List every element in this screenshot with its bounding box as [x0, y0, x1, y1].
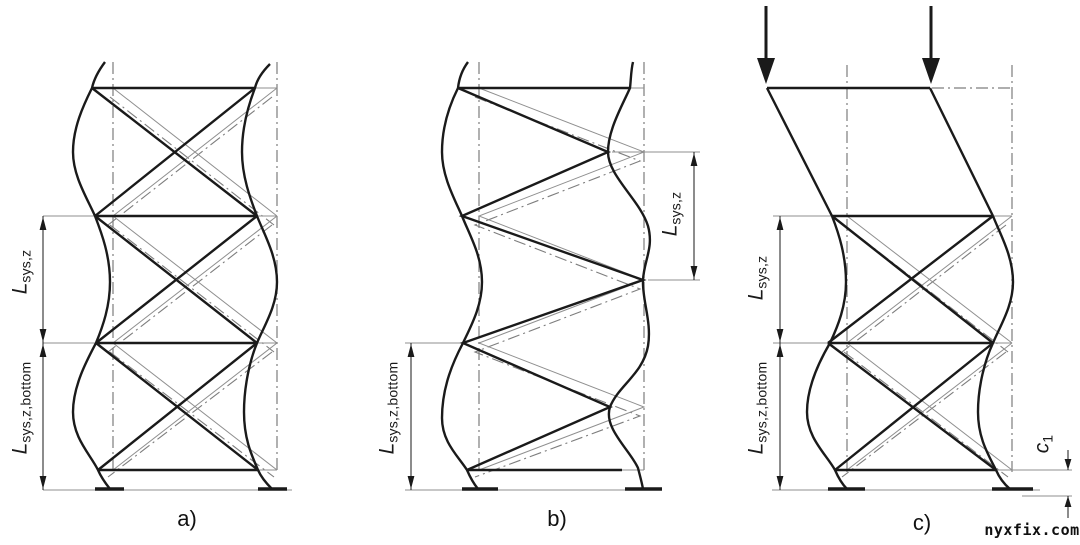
dim-symbol: c	[1030, 442, 1054, 454]
undeformed-horizontals	[772, 215, 1072, 497]
deformed-horizontals	[458, 86, 630, 472]
undeformed-v-bracing	[477, 87, 646, 471]
dim-subscript: sys,z	[667, 191, 684, 225]
dim-label-c-sys-z-bottom: Lsys,z,bottom	[744, 361, 770, 455]
diagonal-centerlines	[473, 96, 642, 478]
dimension-lines	[410, 152, 695, 490]
buckled-left-chord	[440, 61, 484, 490]
dim-symbol: L	[375, 442, 399, 455]
caption-c: c)	[912, 510, 932, 535]
dim-subscript: sys,z	[17, 249, 34, 283]
buckled-left-chord	[805, 215, 848, 490]
dim-subscript: sys,z,bottom	[384, 361, 401, 443]
dim-subscript: 1	[1039, 434, 1056, 443]
dim-label-b-sys-z: Lsys,z	[658, 191, 684, 237]
load-arrow-shafts	[764, 6, 933, 58]
undeformed-horizontals	[405, 87, 700, 491]
dimension-arrowheads	[407, 153, 698, 489]
diagram-c	[757, 6, 1072, 518]
undeformed-x-bracing	[112, 87, 278, 471]
dim-subscript: sys,z,bottom	[17, 361, 34, 443]
diagram-b	[405, 61, 700, 491]
deformed-horizontals	[767, 86, 996, 472]
deformed-horizontals	[92, 86, 258, 472]
dim-label-a-sys-z: Lsys,z	[8, 249, 34, 295]
diagonal-centerlines	[107, 96, 275, 478]
dim-symbol: L	[658, 224, 682, 237]
deformed-v-bracing	[457, 86, 647, 472]
dim-label-c1: c1	[1030, 434, 1056, 454]
dim-symbol: L	[744, 442, 768, 455]
buckled-left-chord	[71, 61, 112, 490]
sway-panel-chords	[765, 87, 995, 217]
caption-a: a)	[177, 506, 197, 531]
dimension-arrowheads	[39, 217, 47, 489]
dim-subscript: sys,z,bottom	[753, 361, 770, 443]
dim-label-c-sys-z: Lsys,z	[744, 255, 770, 301]
watermark-text: nyxfix.com	[984, 521, 1080, 539]
dimension-lines	[779, 216, 1069, 518]
dim-symbol: L	[8, 442, 32, 455]
buckled-right-chord	[240, 63, 279, 490]
deformed-x-bracing	[91, 87, 259, 471]
dim-symbol: L	[8, 282, 32, 295]
caption-b: b)	[547, 506, 567, 531]
deformed-x-bracing	[827, 215, 997, 471]
load-arrowheads	[757, 58, 940, 84]
dim-label-b-sys-z-bottom: Lsys,z,bottom	[375, 361, 401, 455]
chord-centerlines	[112, 62, 278, 472]
chord-centerlines	[478, 62, 645, 472]
dim-subscript: sys,z	[753, 255, 770, 289]
buckled-right-chord	[606, 61, 652, 490]
dim-label-a-sys-z-bottom: Lsys,z,bottom	[8, 361, 34, 455]
dim-symbol: L	[744, 288, 768, 301]
buckled-right-chord	[976, 215, 1015, 490]
undeformed-x-bracing	[846, 215, 1013, 471]
diagram-a	[39, 61, 292, 491]
undeformed-horizontals	[43, 87, 292, 491]
